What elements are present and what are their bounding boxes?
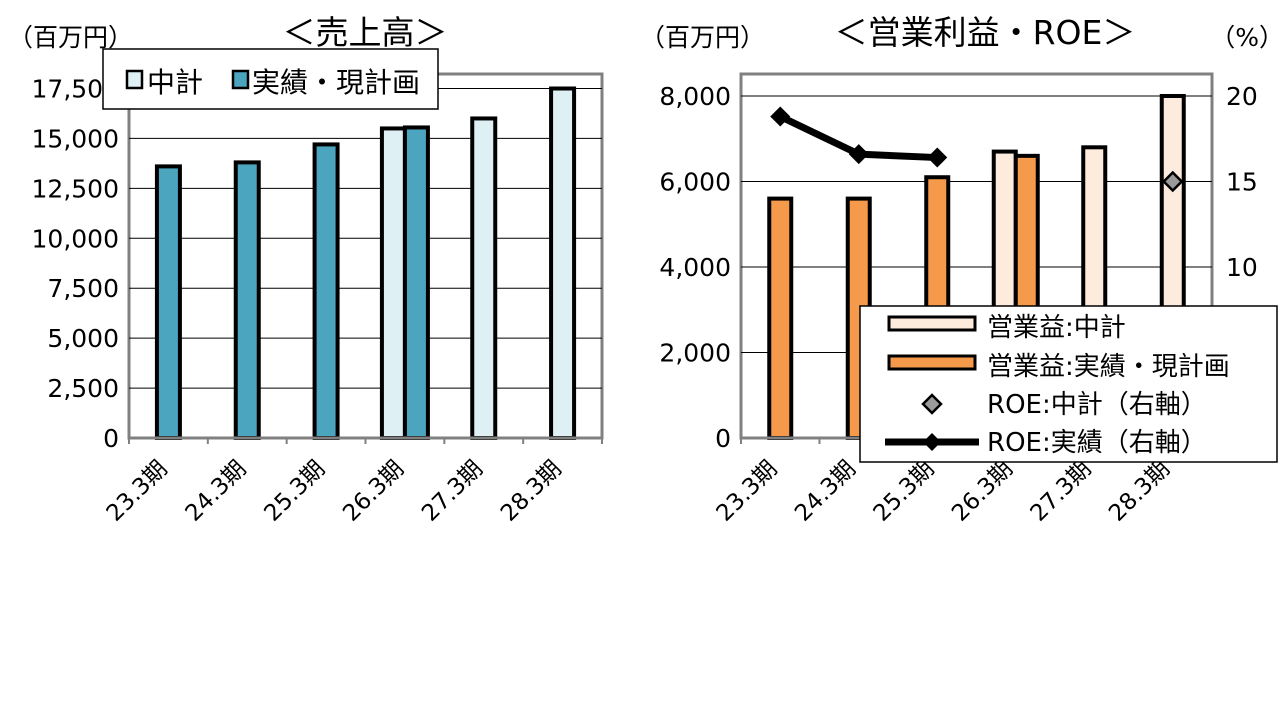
bar-plan: [379, 126, 407, 440]
roe-series: [770, 106, 1184, 193]
bar-actual: [233, 160, 261, 440]
legend-plan-label: 中計: [147, 66, 203, 99]
legend-actual-swatch: [231, 69, 250, 90]
profit-roe-chart: （百万円） ＜営業利益・ROE＞ （%） 0 2,000 4,000 6,000 8,0…: [640, 13, 1284, 527]
x-tick-label: 27.3期: [1026, 456, 1097, 527]
sales-plot-area: [127, 72, 604, 440]
x-tick-label: 26.3期: [338, 456, 409, 527]
y2-tick-label: 15: [1226, 168, 1258, 197]
y-tick-label: 0: [103, 424, 119, 453]
sales-x-tick-labels: 23.3期 24.3期 25.3期 26.3期 27.3期 28.3期: [102, 456, 567, 527]
bar-plan: [470, 116, 498, 440]
x-tick-label: 27.3期: [417, 456, 488, 527]
roe-actual-point: [927, 147, 948, 168]
legend-profit-plan-swatch: [887, 315, 977, 332]
profit-x-tick-labels: 23.3期 24.3期 25.3期 26.3期 27.3期 28.3期: [712, 456, 1175, 527]
sales-chart: （百万円） ＜売上高＞ 0 2,500 5,000 7,500 10,000 12,500…: [8, 13, 604, 527]
legend-profit-plan-label: 営業益:中計: [987, 313, 1126, 343]
profit-chart-unit-label: （百万円）: [640, 23, 765, 52]
profit-chart-right-unit-label: （%）: [1210, 23, 1284, 52]
legend-profit-actual-swatch: [887, 354, 977, 371]
x-tick-label: 24.3期: [181, 456, 252, 527]
y-tick-label: 5,000: [47, 324, 119, 353]
y-tick-label: 2,500: [47, 374, 119, 403]
x-tick-label: 26.3期: [947, 456, 1018, 527]
bar-actual: [402, 125, 430, 441]
legend-roe-plan-label: ROE:中計（右軸）: [987, 390, 1207, 420]
x-tick-label: 25.3期: [259, 456, 330, 527]
legend-plan-swatch: [125, 69, 144, 90]
x-tick-label: 28.3期: [496, 456, 567, 527]
y-tick-label: 10,000: [32, 224, 119, 253]
y-tick-label: 6,000: [659, 168, 731, 197]
y-tick-label: 8,000: [659, 82, 731, 111]
sales-x-ticks: [128, 438, 603, 444]
y-tick-label: 0: [715, 424, 731, 453]
sales-bars: [154, 86, 577, 441]
x-tick-label: 23.3期: [102, 456, 173, 527]
y-tick-label: 4,000: [659, 253, 731, 282]
legend-roe-actual-label: ROE:実績（右軸）: [987, 428, 1207, 458]
x-tick-label: 24.3期: [790, 456, 861, 527]
y2-tick-label: 10: [1226, 253, 1258, 282]
bar-actual: [767, 196, 794, 440]
legend-roe-actual-marker: [923, 433, 941, 451]
roe-y2-tick-labels: 10 15 20: [1226, 82, 1258, 282]
bar-plan: [549, 86, 577, 440]
profit-legend: 営業益:中計 営業益:実績・現計画 ROE:中計（右軸） ROE:実績（右軸）: [859, 305, 1278, 463]
y-tick-label: 7,500: [47, 274, 119, 303]
y2-tick-label: 20: [1226, 82, 1258, 111]
x-tick-label: 28.3期: [1104, 456, 1175, 527]
y-tick-label: 15,000: [32, 124, 119, 153]
bar-actual: [312, 142, 340, 440]
legend-profit-actual-label: 営業益:実績・現計画: [987, 352, 1230, 382]
y-tick-label: 2,000: [659, 339, 731, 368]
legend-actual-label: 実績・現計画: [252, 66, 420, 99]
y-tick-label: 12,500: [32, 174, 119, 203]
x-tick-label: 25.3期: [869, 456, 940, 527]
roe-plan-point: [1161, 170, 1184, 193]
profit-y-tick-labels: 0 2,000 4,000 6,000 8,000: [659, 82, 731, 453]
profit-chart-title: ＜営業利益・ROE＞: [835, 13, 1136, 52]
sales-legend: 中計 実績・現計画: [102, 48, 439, 110]
legend-roe-plan-marker: [921, 393, 943, 415]
sales-chart-title: ＜売上高＞: [283, 13, 448, 52]
x-tick-label: 23.3期: [712, 456, 783, 527]
roe-actual-point: [770, 106, 791, 127]
sales-chart-unit-label: （百万円）: [8, 23, 133, 52]
bar-actual: [154, 164, 182, 440]
roe-actual-point: [848, 144, 869, 165]
